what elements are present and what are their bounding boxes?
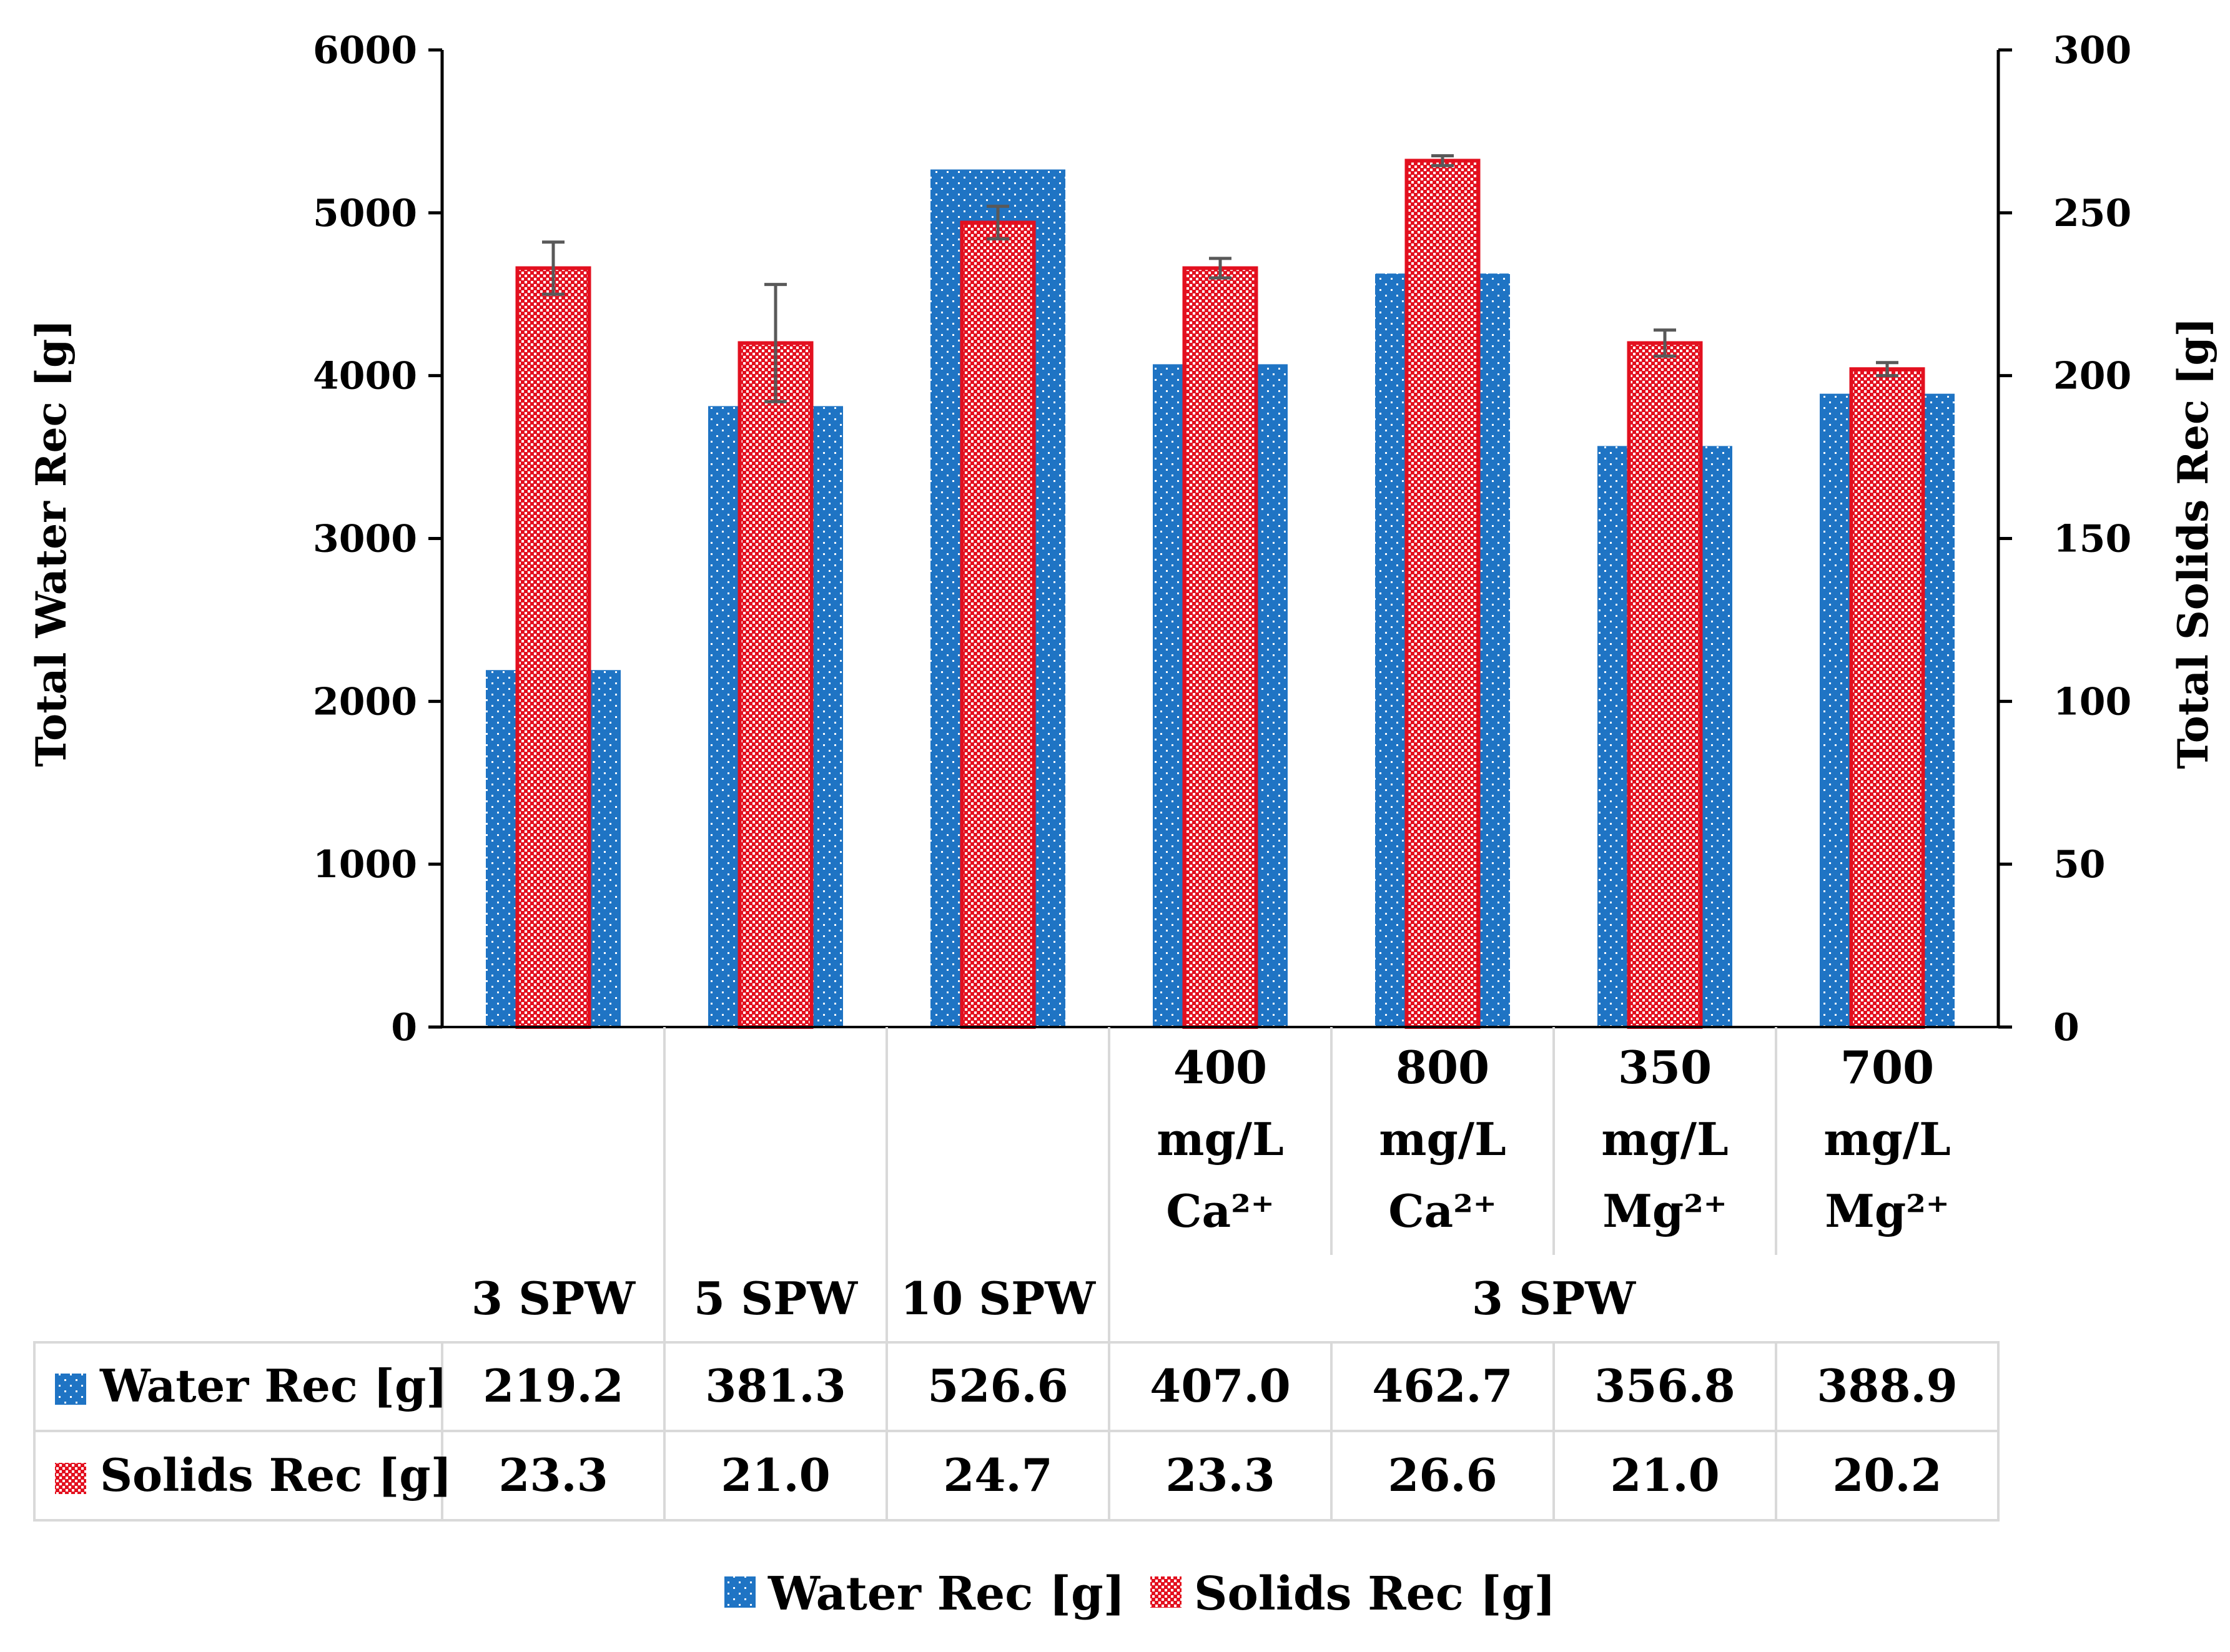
table-row-label: Solids Rec [g] [100, 1448, 452, 1502]
y-right-tick-label: 300 [2053, 29, 2131, 72]
legend-solids-swatch [1150, 1576, 1182, 1608]
category-labels: 3 SPW 5 SPW 10 SPW 400 mg/L Ca²⁺ 800 mg/L Ca²⁺ 35… [471, 1041, 1951, 1325]
table-cell: 21.0 [721, 1448, 830, 1502]
table-cell: 407.0 [1150, 1359, 1290, 1412]
legend: Water Rec [g] Solids Rec [g] [724, 1567, 1556, 1621]
solids-bar [1404, 159, 1481, 1029]
solids-error-bar [1209, 257, 1231, 280]
table-row: Water Rec [g] 219.2 381.3 526.6 407.0 462.7 35… [55, 1359, 1958, 1412]
solids-bar [1627, 341, 1703, 1029]
table-row: Solids Rec [g] 23.3 21.0 24.7 23.3 26.6 21.0 20… [55, 1448, 1942, 1502]
solids-error-bar [1431, 154, 1454, 167]
y-left-ticks: 0 1000 2000 3000 4000 5000 6000 [313, 29, 442, 1050]
solids-bar [515, 266, 591, 1029]
category-label: 5 SPW [694, 1272, 858, 1325]
solids-bar [960, 220, 1036, 1030]
category-label: 700 mg/L Mg²⁺ [1823, 1041, 1950, 1237]
legend-water-swatch [724, 1576, 756, 1608]
y-right-ticks: 0 50 100 150 200 250 300 [1998, 29, 2131, 1050]
table-cell: 356.8 [1594, 1359, 1735, 1412]
solids-error-bar [542, 240, 565, 296]
table-cell: 219.2 [483, 1359, 623, 1412]
legend-solids-label: Solids Rec [g] [1194, 1567, 1556, 1621]
legend-water-label: Water Rec [g] [767, 1567, 1125, 1621]
y-right-tick-label: 250 [2053, 192, 2131, 235]
data-table: Water Rec [g] 219.2 381.3 526.6 407.0 462.7 35… [33, 1341, 2000, 1522]
y-right-tick-label: 50 [2053, 843, 2106, 887]
y-left-tick-label: 3000 [313, 518, 417, 561]
table-cell: 20.2 [1832, 1448, 1941, 1502]
y-right-tick-label: 0 [2053, 1006, 2080, 1050]
y-right-tick-label: 150 [2053, 518, 2131, 561]
category-label: 800 mg/L Ca²⁺ [1379, 1041, 1506, 1237]
table-row-swatch [55, 1463, 86, 1494]
error-bars [542, 154, 1898, 403]
y-left-tick-label: 0 [391, 1006, 417, 1050]
category-label: 350 mg/L Mg²⁺ [1601, 1041, 1728, 1237]
solids-error-bar [1654, 328, 1676, 358]
y-left-tick-label: 5000 [313, 192, 417, 235]
y-left-tick-label: 4000 [313, 355, 417, 398]
solids-error-bar [1876, 361, 1898, 378]
table-cell: 24.7 [943, 1448, 1052, 1502]
table-cell: 23.3 [498, 1448, 608, 1502]
y-right-tick-label: 100 [2053, 680, 2131, 724]
category-grid [663, 1027, 1777, 1342]
table-cell: 381.3 [705, 1359, 846, 1412]
table-row-label: Water Rec [g] [99, 1359, 447, 1412]
table-cell: 23.3 [1165, 1448, 1275, 1502]
table-row-swatch [55, 1374, 86, 1405]
solids-error-bar [987, 204, 1009, 241]
solids-bar [1849, 367, 1925, 1030]
y-left-tick-label: 2000 [313, 680, 417, 724]
y-left-tick-label: 6000 [313, 29, 417, 72]
y-right-axis-title: Total Solids Rec [g] [2169, 317, 2218, 769]
category-label: 400 mg/L Ca²⁺ [1157, 1041, 1283, 1237]
table-cell: 26.6 [1388, 1448, 1497, 1502]
table-cell: 21.0 [1610, 1448, 1719, 1502]
table-cell: 462.7 [1372, 1359, 1512, 1412]
y-left-axis-title: Total Water Rec [g] [27, 320, 76, 767]
group-label: 3 SPW [1472, 1272, 1636, 1325]
y-right-tick-label: 200 [2053, 355, 2131, 398]
table-cell: 526.6 [927, 1359, 1068, 1412]
category-label: 10 SPW [900, 1272, 1096, 1325]
category-label: 3 SPW [471, 1272, 636, 1325]
table-cell: 388.9 [1817, 1359, 1957, 1412]
solids-error-bar [764, 283, 787, 403]
solids-bar [738, 341, 814, 1029]
solids-bar [1182, 266, 1258, 1029]
y-left-tick-label: 1000 [313, 843, 417, 887]
